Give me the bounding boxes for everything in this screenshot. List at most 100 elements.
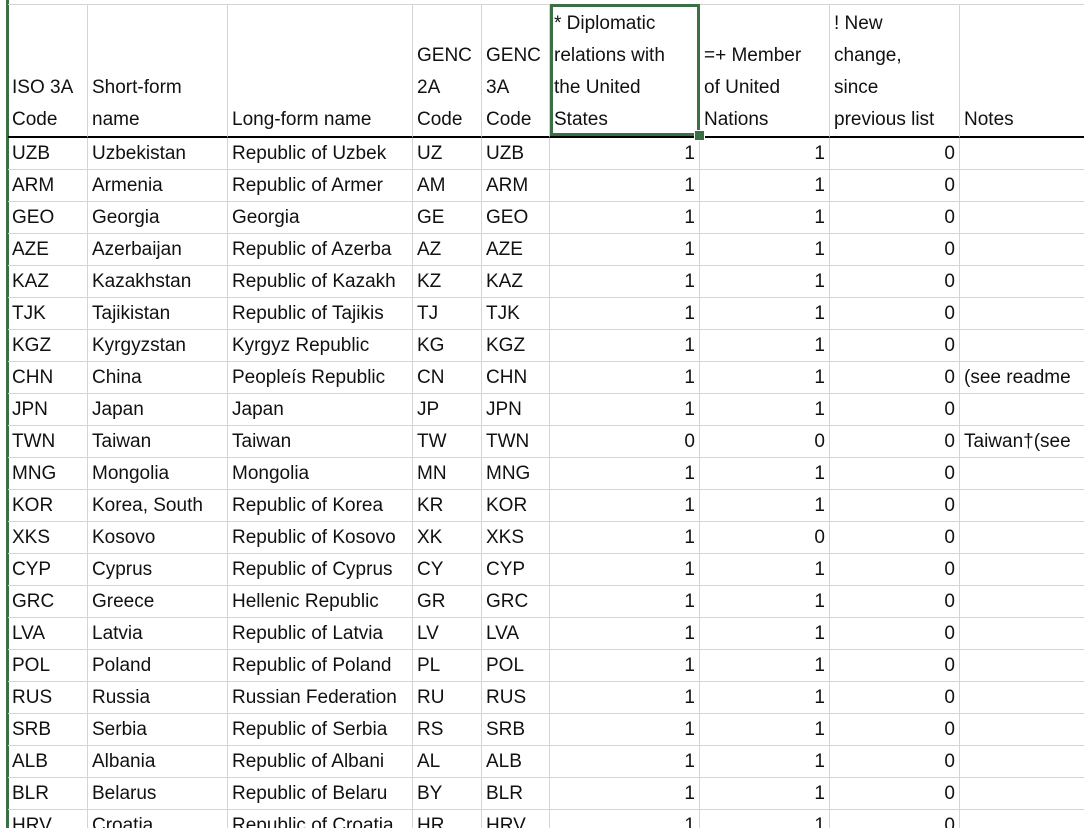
text-cell[interactable]: RS bbox=[413, 714, 482, 746]
number-cell[interactable]: 1 bbox=[700, 490, 830, 522]
empty-cell[interactable] bbox=[960, 298, 1084, 330]
number-cell[interactable]: 1 bbox=[550, 682, 700, 714]
text-cell[interactable]: ARM bbox=[482, 170, 550, 202]
text-cell[interactable]: Mongolia bbox=[228, 458, 413, 490]
text-cell[interactable]: CYP bbox=[482, 554, 550, 586]
text-cell[interactable]: GE bbox=[413, 202, 482, 234]
header-cell[interactable]: GENC 3A Code bbox=[482, 4, 550, 138]
empty-cell[interactable] bbox=[960, 394, 1084, 426]
number-cell[interactable]: 0 bbox=[830, 554, 960, 586]
number-cell[interactable]: 0 bbox=[830, 234, 960, 266]
number-cell[interactable]: 0 bbox=[830, 362, 960, 394]
text-cell[interactable]: JPN bbox=[8, 394, 88, 426]
text-cell[interactable]: Kyrgyz Republic bbox=[228, 330, 413, 362]
empty-cell[interactable] bbox=[960, 202, 1084, 234]
text-cell[interactable]: Republic of Korea bbox=[228, 490, 413, 522]
text-cell[interactable]: Republic of Latvia bbox=[228, 618, 413, 650]
number-cell[interactable]: 1 bbox=[550, 394, 700, 426]
text-cell[interactable]: JPN bbox=[482, 394, 550, 426]
text-cell[interactable]: Republic of Cyprus bbox=[228, 554, 413, 586]
text-cell[interactable]: CHN bbox=[482, 362, 550, 394]
header-cell[interactable]: ! New change, since previous list bbox=[830, 4, 960, 138]
number-cell[interactable]: 1 bbox=[700, 138, 830, 170]
text-cell[interactable]: Uzbekistan bbox=[88, 138, 228, 170]
text-cell[interactable]: SRB bbox=[482, 714, 550, 746]
text-cell[interactable]: Republic of Azerba bbox=[228, 234, 413, 266]
text-cell[interactable]: Poland bbox=[88, 650, 228, 682]
text-cell[interactable]: Hellenic Republic bbox=[228, 586, 413, 618]
text-cell[interactable]: Republic of Albani bbox=[228, 746, 413, 778]
text-cell[interactable]: Mongolia bbox=[88, 458, 228, 490]
number-cell[interactable]: 1 bbox=[550, 586, 700, 618]
empty-cell[interactable] bbox=[960, 266, 1084, 298]
number-cell[interactable]: 1 bbox=[550, 138, 700, 170]
text-cell[interactable]: PL bbox=[413, 650, 482, 682]
text-cell[interactable]: Kosovo bbox=[88, 522, 228, 554]
empty-cell[interactable] bbox=[960, 234, 1084, 266]
header-cell[interactable]: Short-form name bbox=[88, 4, 228, 138]
empty-cell[interactable] bbox=[960, 618, 1084, 650]
text-cell[interactable]: BLR bbox=[482, 778, 550, 810]
number-cell[interactable]: 1 bbox=[550, 778, 700, 810]
text-cell[interactable]: Republic of Uzbek bbox=[228, 138, 413, 170]
text-cell[interactable]: ARM bbox=[8, 170, 88, 202]
number-cell[interactable]: 1 bbox=[550, 298, 700, 330]
text-cell[interactable]: AZ bbox=[413, 234, 482, 266]
text-cell[interactable]: Taiwan bbox=[228, 426, 413, 458]
text-cell[interactable]: CN bbox=[413, 362, 482, 394]
number-cell[interactable]: 1 bbox=[700, 234, 830, 266]
empty-cell[interactable] bbox=[960, 490, 1084, 522]
text-cell[interactable]: MNG bbox=[8, 458, 88, 490]
empty-cell[interactable] bbox=[960, 650, 1084, 682]
empty-cell[interactable] bbox=[960, 554, 1084, 586]
number-cell[interactable]: 1 bbox=[550, 714, 700, 746]
text-cell[interactable]: Georgia bbox=[88, 202, 228, 234]
number-cell[interactable]: 1 bbox=[700, 330, 830, 362]
text-cell[interactable]: Croatia bbox=[88, 810, 228, 828]
text-cell[interactable]: Kyrgyzstan bbox=[88, 330, 228, 362]
empty-cell[interactable] bbox=[960, 746, 1084, 778]
text-cell[interactable]: TJ bbox=[413, 298, 482, 330]
number-cell[interactable]: 1 bbox=[550, 266, 700, 298]
number-cell[interactable]: 0 bbox=[830, 298, 960, 330]
text-cell[interactable]: Belarus bbox=[88, 778, 228, 810]
text-cell[interactable]: KOR bbox=[8, 490, 88, 522]
number-cell[interactable]: 0 bbox=[830, 778, 960, 810]
empty-cell[interactable] bbox=[960, 458, 1084, 490]
number-cell[interactable]: 1 bbox=[700, 458, 830, 490]
text-cell[interactable]: Georgia bbox=[228, 202, 413, 234]
text-cell[interactable]: XK bbox=[413, 522, 482, 554]
text-cell[interactable]: UZB bbox=[8, 138, 88, 170]
text-cell[interactable]: GRC bbox=[482, 586, 550, 618]
empty-cell[interactable] bbox=[960, 778, 1084, 810]
text-cell[interactable]: XKS bbox=[8, 522, 88, 554]
number-cell[interactable]: 1 bbox=[550, 810, 700, 828]
text-cell[interactable]: POL bbox=[8, 650, 88, 682]
text-cell[interactable]: XKS bbox=[482, 522, 550, 554]
number-cell[interactable]: 0 bbox=[550, 426, 700, 458]
text-cell[interactable]: CYP bbox=[8, 554, 88, 586]
number-cell[interactable]: 1 bbox=[700, 266, 830, 298]
text-cell[interactable]: KOR bbox=[482, 490, 550, 522]
text-cell[interactable]: Russian Federation bbox=[228, 682, 413, 714]
text-cell[interactable]: AL bbox=[413, 746, 482, 778]
number-cell[interactable]: 0 bbox=[830, 202, 960, 234]
number-cell[interactable]: 1 bbox=[550, 554, 700, 586]
text-cell[interactable]: Republic of Tajikis bbox=[228, 298, 413, 330]
text-cell[interactable]: LV bbox=[413, 618, 482, 650]
text-cell[interactable]: China bbox=[88, 362, 228, 394]
empty-cell[interactable] bbox=[960, 586, 1084, 618]
text-cell[interactable]: GR bbox=[413, 586, 482, 618]
number-cell[interactable]: 1 bbox=[700, 746, 830, 778]
number-cell[interactable]: 1 bbox=[550, 458, 700, 490]
text-cell[interactable]: KR bbox=[413, 490, 482, 522]
header-cell[interactable]: GENC 2A Code bbox=[413, 4, 482, 138]
text-cell[interactable]: RU bbox=[413, 682, 482, 714]
text-cell[interactable]: BY bbox=[413, 778, 482, 810]
number-cell[interactable]: 1 bbox=[550, 170, 700, 202]
text-cell[interactable]: KG bbox=[413, 330, 482, 362]
number-cell[interactable]: 0 bbox=[830, 426, 960, 458]
number-cell[interactable]: 0 bbox=[830, 394, 960, 426]
text-cell[interactable]: Republic of Kazakh bbox=[228, 266, 413, 298]
empty-cell[interactable] bbox=[960, 522, 1084, 554]
